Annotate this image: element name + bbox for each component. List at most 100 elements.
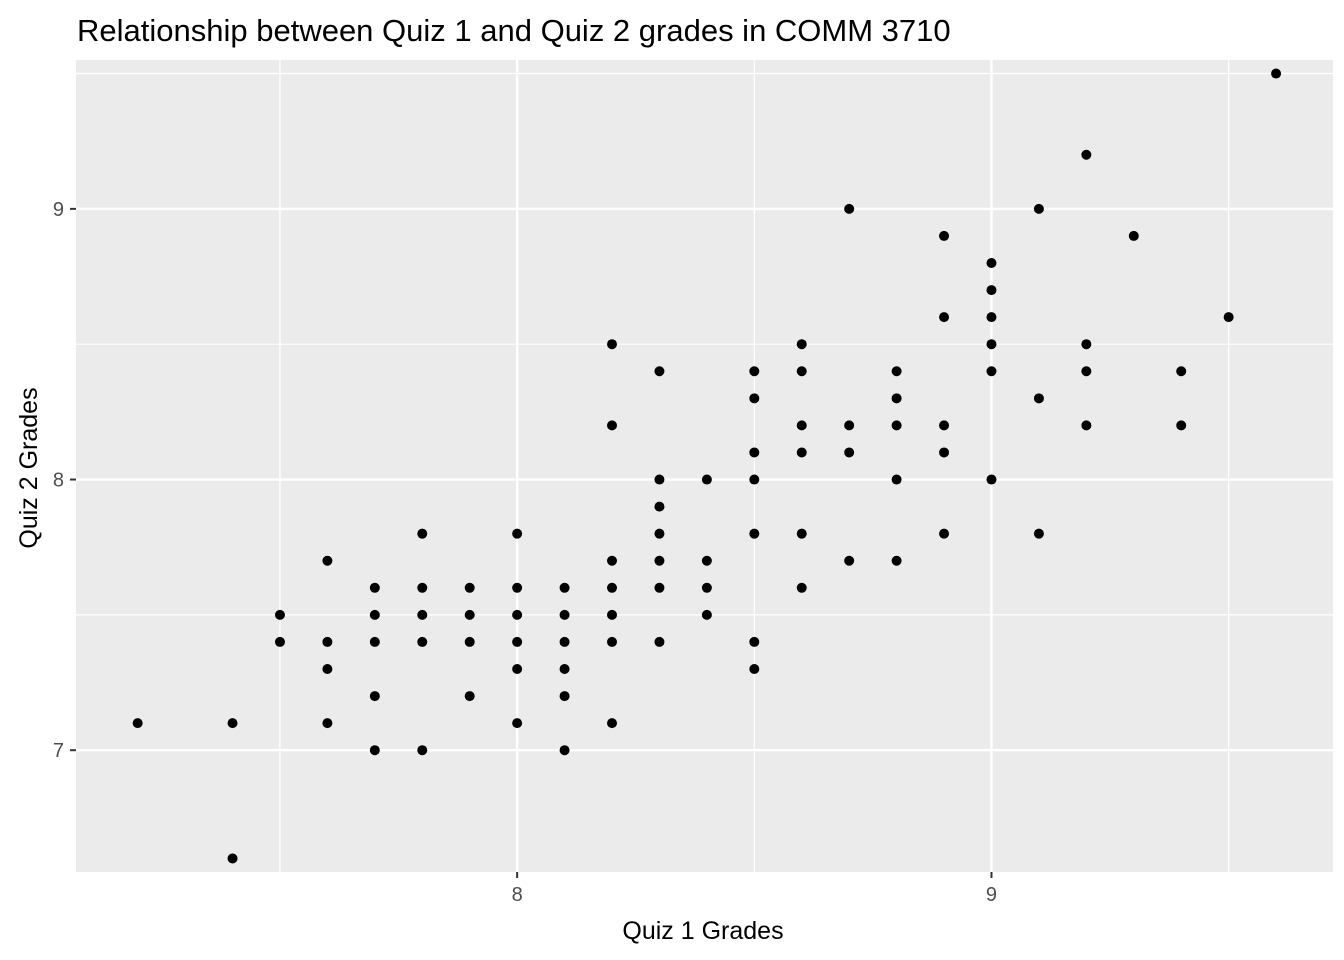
data-point: [986, 312, 997, 323]
data-point: [559, 691, 570, 702]
chart-title: Relationship between Quiz 1 and Quiz 2 g…: [77, 13, 951, 48]
data-point: [701, 609, 712, 620]
x-tick-label: 9: [986, 884, 997, 906]
data-point: [417, 745, 428, 756]
data-point: [939, 528, 950, 539]
data-point: [1176, 366, 1187, 377]
data-point: [322, 555, 333, 566]
data-point: [512, 664, 523, 674]
y-tick-label: 8: [53, 470, 64, 492]
data-point: [1033, 393, 1044, 404]
data-point: [939, 312, 950, 323]
data-point: [369, 691, 380, 702]
data-points: [132, 68, 1282, 864]
data-point: [1033, 528, 1044, 539]
data-point: [844, 447, 855, 458]
data-point: [464, 691, 475, 702]
data-point: [986, 285, 997, 296]
data-point: [132, 718, 143, 729]
data-point: [1271, 68, 1282, 79]
data-point: [701, 582, 712, 593]
y-axis-title: Quiz 2 Grades: [15, 387, 43, 548]
y-tick-label: 7: [53, 740, 64, 762]
data-point: [607, 636, 618, 647]
plot-panel: [76, 60, 1333, 872]
data-point: [464, 582, 475, 593]
data-point: [369, 636, 380, 647]
data-point: [749, 366, 760, 377]
data-point: [607, 420, 618, 431]
data-point: [607, 339, 618, 350]
data-point: [607, 609, 618, 620]
data-point: [559, 745, 570, 756]
data-point: [1081, 149, 1092, 160]
data-point: [844, 555, 855, 566]
data-point: [1176, 420, 1187, 431]
data-point: [1033, 203, 1044, 214]
data-point: [796, 339, 807, 350]
data-point: [512, 609, 523, 620]
data-point: [986, 339, 997, 350]
data-point: [891, 474, 902, 485]
data-point: [939, 420, 950, 431]
data-point: [749, 474, 760, 485]
data-point: [322, 636, 333, 647]
data-point: [654, 582, 665, 593]
data-point: [464, 636, 475, 647]
data-point: [1081, 339, 1092, 350]
data-point: [559, 609, 570, 620]
x-tick-label: 8: [512, 884, 523, 906]
data-point: [227, 718, 238, 729]
data-point: [607, 718, 618, 729]
data-point: [512, 528, 523, 539]
data-point: [512, 636, 523, 647]
data-point: [986, 474, 997, 485]
axis-ticks: 8 9 7 8 9: [53, 199, 997, 906]
data-point: [891, 420, 902, 431]
data-point: [559, 582, 570, 593]
data-point: [607, 582, 618, 593]
data-point: [654, 501, 665, 512]
data-point: [654, 636, 665, 647]
data-point: [369, 582, 380, 593]
data-point: [1081, 420, 1092, 431]
data-point: [322, 664, 333, 674]
data-point: [464, 609, 475, 620]
data-point: [274, 609, 285, 620]
data-point: [512, 718, 523, 729]
data-point: [274, 636, 285, 647]
data-point: [796, 528, 807, 539]
data-point: [322, 718, 333, 729]
data-point: [701, 555, 712, 566]
data-point: [796, 420, 807, 431]
data-point: [749, 447, 760, 458]
data-point: [654, 474, 665, 485]
data-point: [749, 528, 760, 539]
data-point: [891, 366, 902, 377]
data-point: [1081, 366, 1092, 377]
data-point: [796, 366, 807, 377]
data-point: [749, 636, 760, 647]
data-point: [654, 528, 665, 539]
data-point: [654, 366, 665, 377]
data-point: [891, 555, 902, 566]
data-point: [417, 636, 428, 647]
data-point: [749, 393, 760, 404]
data-point: [1128, 230, 1139, 241]
x-axis-title: Quiz 1 Grades: [622, 917, 783, 945]
data-point: [986, 366, 997, 377]
data-point: [939, 230, 950, 241]
minor-gridlines: [76, 60, 1333, 872]
data-point: [417, 609, 428, 620]
data-point: [749, 664, 760, 674]
data-point: [417, 528, 428, 539]
data-point: [227, 853, 238, 864]
data-point: [939, 447, 950, 458]
data-point: [1223, 312, 1234, 323]
data-point: [796, 447, 807, 458]
data-point: [607, 555, 618, 566]
data-point: [559, 636, 570, 647]
data-point: [986, 258, 997, 268]
data-point: [559, 664, 570, 674]
